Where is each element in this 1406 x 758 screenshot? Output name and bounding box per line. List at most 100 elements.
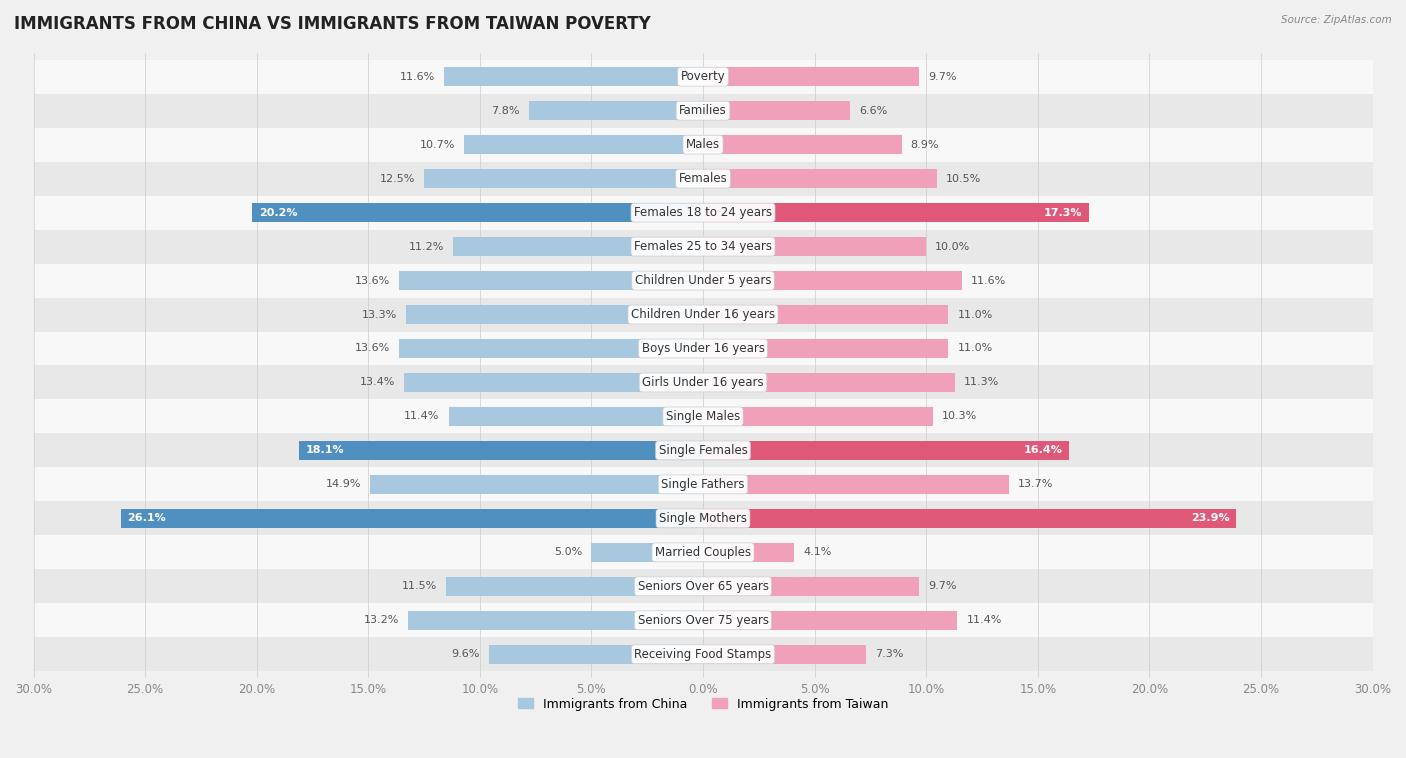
Text: 4.1%: 4.1%	[803, 547, 832, 557]
Bar	[399, 339, 703, 358]
Text: Single Fathers: Single Fathers	[661, 478, 745, 491]
Text: 18.1%: 18.1%	[305, 446, 344, 456]
Bar	[34, 331, 1372, 365]
Text: 9.6%: 9.6%	[451, 650, 479, 659]
Text: 11.6%: 11.6%	[399, 72, 436, 82]
Bar	[703, 475, 1008, 493]
Text: Seniors Over 75 years: Seniors Over 75 years	[637, 614, 769, 627]
Bar	[34, 637, 1372, 672]
Text: 11.4%: 11.4%	[405, 412, 440, 421]
Text: IMMIGRANTS FROM CHINA VS IMMIGRANTS FROM TAIWAN POVERTY: IMMIGRANTS FROM CHINA VS IMMIGRANTS FROM…	[14, 15, 651, 33]
Bar	[34, 230, 1372, 264]
Bar	[703, 102, 851, 120]
Bar	[34, 468, 1372, 501]
Bar	[703, 135, 901, 154]
Text: 9.7%: 9.7%	[928, 581, 957, 591]
Bar	[34, 298, 1372, 331]
Bar	[703, 577, 920, 596]
Bar	[703, 611, 957, 630]
Legend: Immigrants from China, Immigrants from Taiwan: Immigrants from China, Immigrants from T…	[513, 693, 893, 716]
Text: Boys Under 16 years: Boys Under 16 years	[641, 342, 765, 355]
Bar	[489, 645, 703, 664]
Text: Single Males: Single Males	[666, 410, 740, 423]
Text: 13.7%: 13.7%	[1018, 479, 1053, 490]
Text: 16.4%: 16.4%	[1024, 446, 1063, 456]
Text: 10.3%: 10.3%	[942, 412, 977, 421]
Bar	[703, 271, 962, 290]
Bar	[34, 127, 1372, 161]
Text: 11.3%: 11.3%	[965, 377, 1000, 387]
Bar	[529, 102, 703, 120]
Bar	[404, 373, 703, 392]
Bar	[425, 169, 703, 188]
Text: 12.5%: 12.5%	[380, 174, 415, 183]
Text: 9.7%: 9.7%	[928, 72, 957, 82]
Text: 20.2%: 20.2%	[259, 208, 298, 218]
Text: Single Females: Single Females	[658, 444, 748, 457]
Text: Poverty: Poverty	[681, 70, 725, 83]
Bar	[453, 237, 703, 256]
Text: Females: Females	[679, 172, 727, 185]
Text: Girls Under 16 years: Girls Under 16 years	[643, 376, 763, 389]
Text: 5.0%: 5.0%	[554, 547, 582, 557]
Text: Children Under 16 years: Children Under 16 years	[631, 308, 775, 321]
Bar	[34, 60, 1372, 94]
Bar	[703, 203, 1090, 222]
Text: 23.9%: 23.9%	[1191, 513, 1230, 523]
Text: 7.8%: 7.8%	[492, 105, 520, 116]
Text: 10.5%: 10.5%	[946, 174, 981, 183]
Bar	[703, 509, 1236, 528]
Bar	[406, 305, 703, 324]
Bar	[34, 264, 1372, 298]
Bar	[34, 501, 1372, 535]
Text: 10.7%: 10.7%	[420, 139, 456, 149]
Bar	[252, 203, 703, 222]
Text: 11.0%: 11.0%	[957, 309, 993, 320]
Bar	[34, 399, 1372, 434]
Bar	[703, 169, 938, 188]
Text: Females 18 to 24 years: Females 18 to 24 years	[634, 206, 772, 219]
Bar	[34, 569, 1372, 603]
Bar	[444, 67, 703, 86]
Text: 13.6%: 13.6%	[356, 343, 391, 353]
Bar	[703, 305, 949, 324]
Text: 13.4%: 13.4%	[360, 377, 395, 387]
Bar	[34, 161, 1372, 196]
Bar	[399, 271, 703, 290]
Text: Children Under 5 years: Children Under 5 years	[634, 274, 772, 287]
Text: 11.5%: 11.5%	[402, 581, 437, 591]
Text: Married Couples: Married Couples	[655, 546, 751, 559]
Bar	[34, 434, 1372, 468]
Text: 26.1%: 26.1%	[127, 513, 166, 523]
Bar	[592, 543, 703, 562]
Bar	[703, 67, 920, 86]
Text: 13.3%: 13.3%	[361, 309, 398, 320]
Bar	[446, 577, 703, 596]
Text: 11.2%: 11.2%	[409, 242, 444, 252]
Bar	[464, 135, 703, 154]
Text: 8.9%: 8.9%	[911, 139, 939, 149]
Bar	[703, 543, 794, 562]
Bar	[703, 237, 927, 256]
Text: 11.0%: 11.0%	[957, 343, 993, 353]
Text: Source: ZipAtlas.com: Source: ZipAtlas.com	[1281, 15, 1392, 25]
Text: 7.3%: 7.3%	[875, 650, 903, 659]
Bar	[703, 645, 866, 664]
Text: 13.6%: 13.6%	[356, 276, 391, 286]
Bar	[34, 535, 1372, 569]
Text: 10.0%: 10.0%	[935, 242, 970, 252]
Bar	[34, 94, 1372, 127]
Bar	[703, 373, 955, 392]
Bar	[34, 196, 1372, 230]
Text: 13.2%: 13.2%	[364, 615, 399, 625]
Bar	[408, 611, 703, 630]
Text: Females 25 to 34 years: Females 25 to 34 years	[634, 240, 772, 253]
Text: 14.9%: 14.9%	[326, 479, 361, 490]
Bar	[703, 407, 932, 426]
Bar	[121, 509, 703, 528]
Bar	[371, 475, 703, 493]
Text: 17.3%: 17.3%	[1043, 208, 1083, 218]
Bar	[449, 407, 703, 426]
Text: Receiving Food Stamps: Receiving Food Stamps	[634, 648, 772, 661]
Text: Males: Males	[686, 138, 720, 151]
